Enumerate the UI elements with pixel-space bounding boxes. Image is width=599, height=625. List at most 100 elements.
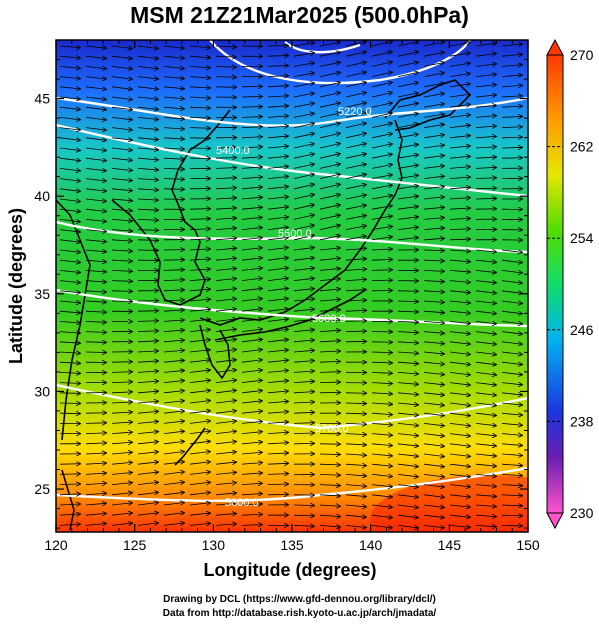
wind-arrow: [85, 240, 106, 242]
wind-arrow: [345, 42, 366, 47]
wind-arrow: [215, 514, 236, 516]
wind-arrow: [137, 117, 158, 119]
wind-arrow: [475, 260, 496, 262]
wind-arrow: [215, 208, 236, 209]
wind-arrow: [501, 147, 522, 148]
wind-arrow: [475, 341, 496, 344]
wind-arrow: [475, 525, 496, 526]
wind-arrow: [293, 361, 314, 363]
wind-arrow: [241, 309, 262, 312]
warm-core-shading: [370, 475, 528, 532]
wind-arrow: [189, 390, 210, 392]
wind-arrow: [267, 432, 288, 433]
wind-arrow: [163, 280, 184, 281]
wind-arrow: [163, 66, 184, 68]
wind-arrow: [241, 117, 262, 118]
wind-arrow: [345, 290, 366, 291]
wind-arrow: [215, 198, 236, 199]
wind-arrow: [189, 503, 210, 505]
wind-arrow: [59, 270, 80, 272]
wind-arrow: [371, 144, 392, 149]
wind-arrow: [293, 53, 314, 57]
wind-arrow: [397, 217, 418, 220]
wind-arrow: [111, 503, 132, 505]
wind-arrow: [397, 504, 418, 507]
wind-arrow: [189, 441, 210, 445]
wind-arrow: [267, 197, 288, 199]
wind-arrow: [85, 443, 106, 444]
wind-arrow: [475, 157, 496, 158]
wind-arrow: [293, 63, 314, 67]
ryukyu-islands: [174, 427, 206, 466]
wind-arrow: [267, 217, 288, 219]
wind-arrow: [111, 392, 132, 393]
wind-arrow: [59, 393, 80, 394]
wind-arrow: [501, 423, 522, 425]
wind-arrow: [423, 260, 444, 261]
wind-arrow: [345, 474, 366, 476]
wind-arrow: [293, 319, 314, 321]
wind-arrow: [475, 74, 496, 76]
wind-arrow: [215, 329, 236, 331]
wind-arrow: [241, 463, 262, 465]
wind-arrow: [241, 391, 262, 393]
wind-arrow: [215, 493, 236, 495]
wind-arrow: [111, 148, 132, 150]
wind-arrow: [293, 350, 314, 352]
wind-arrow: [501, 383, 522, 385]
wind-arrow: [137, 331, 158, 332]
wind-arrow: [501, 332, 522, 334]
wind-arrow: [293, 505, 314, 506]
wind-arrow: [241, 360, 262, 362]
wind-arrow: [137, 189, 158, 190]
wind-arrow: [137, 128, 158, 130]
wind-arrow: [319, 52, 340, 57]
wind-arrow: [293, 93, 314, 98]
contour-line-top: [284, 41, 361, 54]
wind-arrow: [85, 250, 106, 252]
wind-arrow: [111, 372, 132, 373]
wind-arrow: [293, 164, 314, 169]
colorbar-top-triangle: [546, 38, 564, 56]
kyushu-coast: [199, 324, 231, 380]
wind-arrow: [501, 454, 522, 456]
wind-arrow: [475, 413, 496, 415]
wind-arrow: [85, 66, 106, 68]
wind-arrow: [163, 330, 184, 332]
wind-arrow: [267, 463, 288, 464]
wind-arrow: [241, 401, 262, 403]
wind-arrow: [501, 495, 522, 496]
wind-arrow: [59, 148, 80, 150]
y-tick-label: 45: [34, 91, 50, 107]
wind-arrow: [215, 401, 236, 403]
wind-arrow: [501, 260, 522, 262]
wind-arrow: [163, 300, 184, 301]
wind-arrow: [111, 513, 132, 515]
wind-arrow: [319, 341, 340, 342]
wind-arrow: [267, 156, 288, 158]
wind-arrow: [397, 227, 418, 229]
wind-arrow: [111, 230, 132, 231]
wind-arrow: [267, 474, 288, 475]
wind-arrow: [449, 177, 470, 179]
wind-arrow: [319, 351, 340, 352]
wind-arrow: [267, 227, 288, 229]
wind-arrow: [449, 167, 470, 169]
wind-arrow: [345, 413, 366, 414]
wind-arrow: [345, 269, 366, 270]
wind-arrow: [241, 452, 262, 454]
wind-arrow: [215, 299, 236, 301]
wind-arrow: [59, 56, 80, 58]
wind-arrow: [397, 342, 418, 343]
wind-arrow: [475, 393, 496, 395]
wind-arrow: [319, 258, 340, 260]
wind-arrow: [267, 96, 288, 97]
wind-arrow: [215, 46, 236, 47]
wind-arrow: [59, 128, 80, 130]
wind-arrow: [189, 309, 210, 311]
wind-arrow: [293, 412, 314, 413]
wind-arrow: [85, 127, 106, 130]
wind-arrow: [163, 97, 184, 99]
wind-arrow: [319, 382, 340, 383]
wind-arrow: [241, 432, 262, 434]
